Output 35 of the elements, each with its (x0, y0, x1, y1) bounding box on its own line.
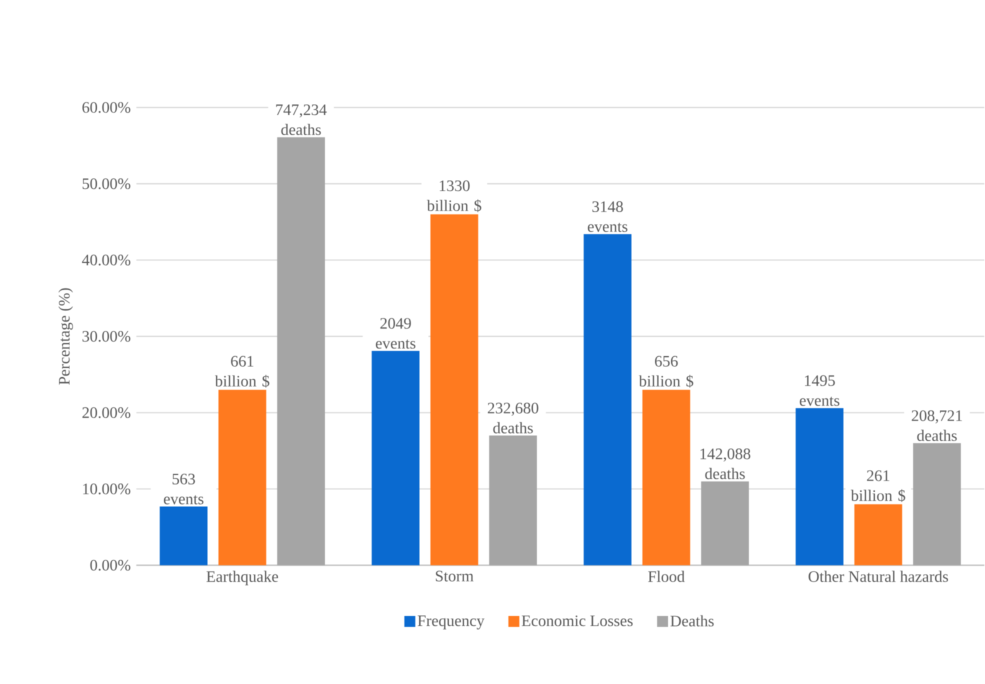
bar (701, 481, 749, 566)
y-tick-label: 20.00% (82, 407, 130, 418)
annotation: 1495 events (800, 375, 840, 406)
annotation: 2049 events (376, 318, 416, 349)
legend-label: Deaths (670, 615, 714, 627)
y-tick-label: 10.00% (83, 484, 130, 495)
annotation: 232,680 deaths (488, 402, 538, 434)
legend-label: Economic Losses (522, 616, 633, 626)
bar (218, 390, 266, 566)
annotation: 1330 billion $ (426, 180, 482, 212)
annotation: 208,721 deaths (912, 410, 962, 442)
bar (489, 436, 537, 566)
annotation: 261 billion $ (850, 470, 906, 502)
annotation: 656 billion $ (638, 356, 694, 388)
x-tick-label: Other Natural hazards (808, 570, 948, 582)
y-tick-label: 60.00% (82, 102, 130, 114)
x-tick-label: Earthquake (206, 570, 278, 586)
annotation: 3148 events (588, 201, 628, 232)
annotation: 563 events (164, 474, 204, 504)
annotation: 142,088 deaths (700, 448, 750, 480)
y-tick-label: 40.00% (82, 254, 130, 266)
bar (913, 443, 961, 566)
bar (277, 137, 325, 566)
x-tick-label: Flood (648, 570, 685, 582)
annotation: 747,234 deaths (276, 104, 327, 136)
bar (642, 390, 690, 566)
y-tick-label: 50.00% (82, 178, 130, 190)
legend-label: Frequency (418, 616, 484, 630)
y-tick-label: 0.00% (90, 560, 130, 571)
y-tick-label: 30.00% (82, 331, 130, 342)
bar (854, 504, 902, 566)
bar (160, 506, 208, 566)
annotation: 661 billion $ (214, 356, 270, 388)
x-tick-label: Storm (436, 570, 474, 582)
y-axis-title: Percentage (%) (58, 288, 73, 385)
